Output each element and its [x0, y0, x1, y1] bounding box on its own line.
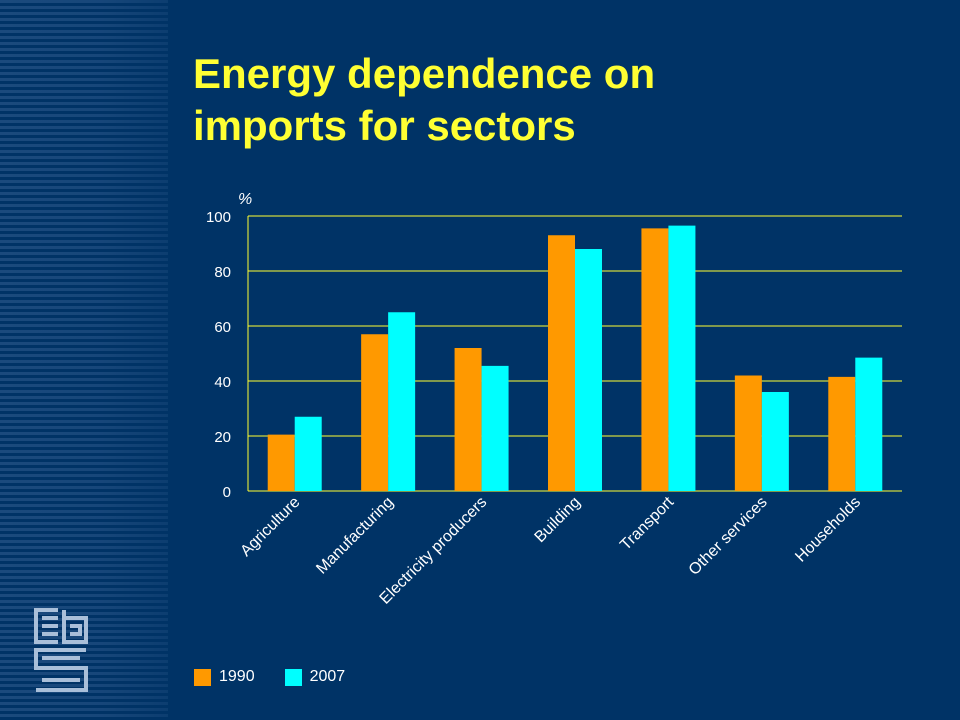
bar-2007-households — [855, 357, 883, 491]
chart-title-line-1: Energy dependence on — [193, 50, 656, 97]
bar-1990-households — [828, 376, 856, 491]
bar-2007-other-services — [761, 392, 789, 491]
y-tick-label-20: 20 — [214, 429, 231, 446]
bar-1990-manufacturing — [361, 334, 389, 491]
x-tick-label-agriculture: Agriculture — [237, 494, 303, 560]
y-tick-label-0: 0 — [223, 484, 231, 501]
legend: 1990 2007 — [194, 668, 375, 686]
bar-2007-agriculture — [294, 416, 322, 491]
bar-2007-manufacturing — [388, 312, 416, 491]
x-tick-label-transport: Transport — [617, 493, 677, 553]
legend-label-2007: 2007 — [309, 668, 346, 685]
bar-1990-building — [548, 235, 575, 491]
legend-item-2007: 2007 — [284, 668, 346, 686]
cbs-logo-icon — [34, 608, 88, 692]
decorative-stripe-fade — [0, 0, 168, 720]
y-tick-label-100: 100 — [206, 209, 231, 226]
y-tick-label-80: 80 — [214, 264, 231, 281]
chart-title-line-2: imports for sectors — [193, 102, 576, 149]
bar-1990-agriculture — [267, 434, 295, 491]
legend-item-1990: 1990 — [194, 668, 255, 686]
chart-title: Energy dependence on imports for sectors — [193, 48, 893, 152]
bar-1990-electricity-producers — [454, 348, 482, 491]
x-tick-label-building: Building — [532, 494, 584, 546]
y-tick-label-40: 40 — [214, 374, 231, 391]
bar-2007-building — [575, 249, 602, 491]
legend-swatch-1990 — [194, 668, 211, 686]
bar-2007-electricity-producers — [481, 365, 509, 491]
bar-2007-transport — [668, 225, 696, 491]
y-axis-unit-label: % — [238, 191, 253, 208]
bar-1990-other-services — [734, 375, 762, 491]
legend-label-1990: 1990 — [219, 668, 255, 685]
x-tick-label-manufacturing: Manufacturing — [313, 494, 397, 578]
legend-swatch-2007 — [284, 668, 302, 686]
x-tick-label-other-services: Other services — [686, 494, 771, 579]
bar-1990-transport — [641, 228, 669, 491]
x-tick-label-electricity-producers: Electricity producers — [377, 494, 491, 608]
x-tick-label-households: Households — [792, 494, 864, 566]
y-tick-label-60: 60 — [214, 319, 231, 336]
